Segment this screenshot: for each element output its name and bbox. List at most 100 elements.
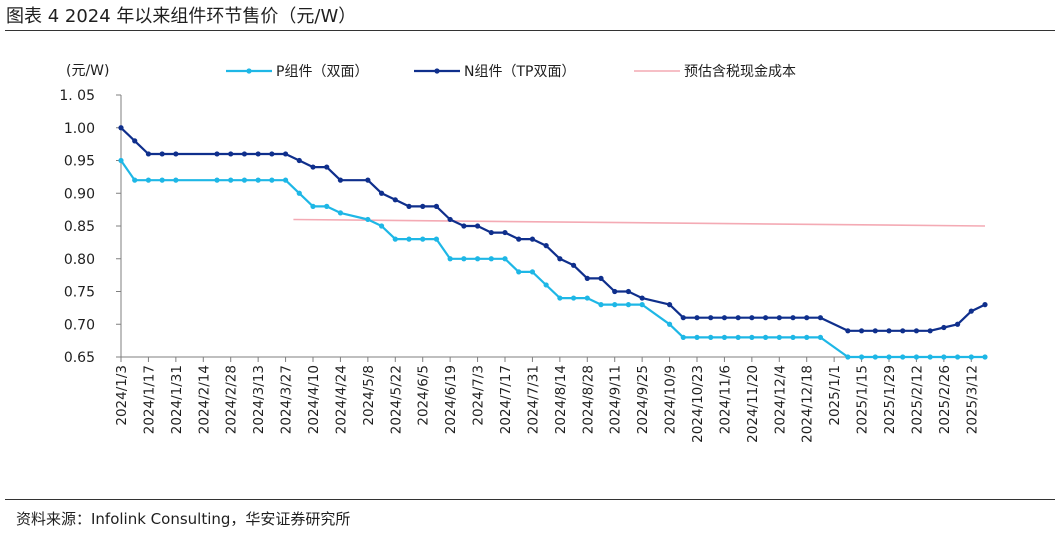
data-point: [296, 190, 302, 196]
series-0: [118, 157, 988, 360]
data-point: [241, 177, 248, 183]
y-tick-label: 0.65: [64, 350, 95, 366]
data-point: [584, 275, 590, 281]
data-point: [900, 354, 906, 360]
data-point: [625, 302, 632, 308]
data-point: [474, 256, 481, 262]
data-point: [804, 334, 810, 340]
data-point: [804, 315, 810, 321]
data-point: [488, 256, 494, 262]
data-point: [324, 164, 330, 170]
data-point: [543, 243, 549, 249]
x-tick-label: 2024/1/31: [169, 365, 185, 434]
x-tick-label: 2024/5/8: [361, 365, 377, 426]
data-point: [488, 229, 494, 236]
data-point: [392, 197, 398, 203]
data-point: [845, 354, 851, 360]
x-tick-label: 2024/5/22: [388, 365, 404, 434]
data-point: [666, 321, 673, 327]
data-point: [159, 151, 165, 157]
data-point: [214, 177, 220, 183]
data-point: [365, 216, 371, 223]
data-point: [598, 302, 604, 308]
x-tick-label: 2024/2/28: [224, 365, 240, 434]
x-tick-label: 2024/9/25: [635, 365, 651, 434]
data-point: [941, 324, 947, 331]
data-point: [557, 295, 563, 301]
data-point: [584, 295, 590, 301]
x-tick-label: 2024/4/24: [333, 365, 349, 434]
data-point: [612, 288, 618, 295]
data-point: [461, 223, 467, 229]
data-point: [625, 288, 632, 295]
data-point: [982, 302, 988, 308]
x-tick-label: 2024/8/14: [553, 365, 569, 434]
y-tick-label: 0.95: [64, 154, 95, 170]
x-tick-label: 2024/7/3: [471, 365, 487, 426]
data-point: [118, 125, 124, 131]
data-point: [543, 282, 549, 288]
data-point: [516, 269, 522, 275]
data-point: [337, 177, 344, 183]
data-point: [913, 354, 920, 360]
x-tick-label: 2025/3/12: [964, 365, 980, 434]
data-point: [680, 334, 686, 340]
legend-marker: [246, 68, 252, 74]
y-tick-label: 0.85: [64, 219, 95, 235]
data-point: [502, 229, 508, 236]
legend-label: 预估含税现金成本: [684, 64, 796, 80]
data-point: [913, 328, 920, 334]
data-point: [159, 177, 165, 183]
data-point: [735, 315, 741, 321]
x-tick-label: 2024/9/11: [608, 365, 624, 434]
data-point: [310, 164, 316, 170]
plot-area: [118, 125, 988, 360]
data-point: [118, 157, 124, 164]
data-point: [941, 354, 947, 360]
data-point: [612, 302, 618, 308]
data-point: [900, 328, 906, 334]
data-point: [968, 308, 974, 314]
x-axis-ticks: 2024/1/3 2024/1/17 2024/1/31 2024/2/14 2024/…: [114, 357, 980, 443]
data-point: [433, 236, 440, 242]
x-tick-label: 2024/11/6: [717, 365, 733, 434]
series-line: [120, 127, 986, 332]
series-1: [118, 125, 988, 334]
legend-label: P组件（双面）: [276, 64, 368, 80]
chart-legend: P组件（双面） N组件（TP双面） 预估含税现金成本: [226, 64, 796, 80]
data-point: [694, 315, 700, 321]
data-point: [145, 177, 152, 183]
data-point: [269, 151, 275, 157]
data-point: [241, 151, 248, 157]
data-point: [433, 203, 440, 209]
data-point: [817, 334, 824, 340]
y-axis-label: (元/W): [66, 63, 109, 79]
data-point: [145, 151, 152, 157]
data-point: [570, 295, 577, 301]
data-point: [872, 328, 878, 334]
data-point: [968, 354, 974, 360]
data-point: [982, 354, 988, 360]
data-point: [228, 151, 234, 157]
x-tick-label: 2024/11/20: [745, 365, 761, 443]
data-point: [282, 151, 289, 157]
data-point: [735, 334, 741, 340]
source-rule: [5, 499, 1055, 500]
y-tick-label: 1.00: [64, 121, 95, 137]
data-point: [776, 334, 782, 340]
data-point: [378, 223, 385, 229]
legend-item: P组件（双面）: [226, 64, 368, 80]
data-point: [954, 354, 961, 360]
data-point: [420, 236, 426, 242]
data-point: [817, 315, 824, 321]
data-point: [296, 157, 302, 164]
x-tick-label: 2024/2/14: [196, 365, 212, 434]
data-point: [269, 177, 275, 183]
data-point: [529, 269, 536, 275]
data-point: [927, 328, 933, 334]
data-point: [132, 138, 138, 144]
data-point: [721, 334, 728, 340]
data-point: [132, 177, 138, 183]
data-point: [378, 190, 385, 196]
data-point: [708, 315, 714, 321]
